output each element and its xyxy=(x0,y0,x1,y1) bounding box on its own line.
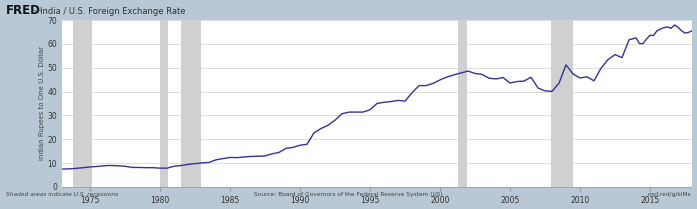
Bar xyxy=(72,20,93,187)
Bar xyxy=(551,20,573,187)
Text: FRED: FRED xyxy=(6,5,40,18)
Text: myf.red/g/kiMs: myf.red/g/kiMs xyxy=(648,192,691,197)
Text: India / U.S. Foreign Exchange Rate: India / U.S. Foreign Exchange Rate xyxy=(40,6,185,15)
Text: —: — xyxy=(33,6,42,15)
Text: Shaded areas indicate U.S. recessions: Shaded areas indicate U.S. recessions xyxy=(6,192,118,197)
Bar xyxy=(160,20,168,187)
Bar xyxy=(181,20,201,187)
Bar xyxy=(457,20,467,187)
Text: Source: Board of Governors of the Federal Reserve System (US): Source: Board of Governors of the Federa… xyxy=(254,192,443,197)
Y-axis label: Indian Rupees to One U.S. Dollar: Indian Rupees to One U.S. Dollar xyxy=(38,46,45,161)
